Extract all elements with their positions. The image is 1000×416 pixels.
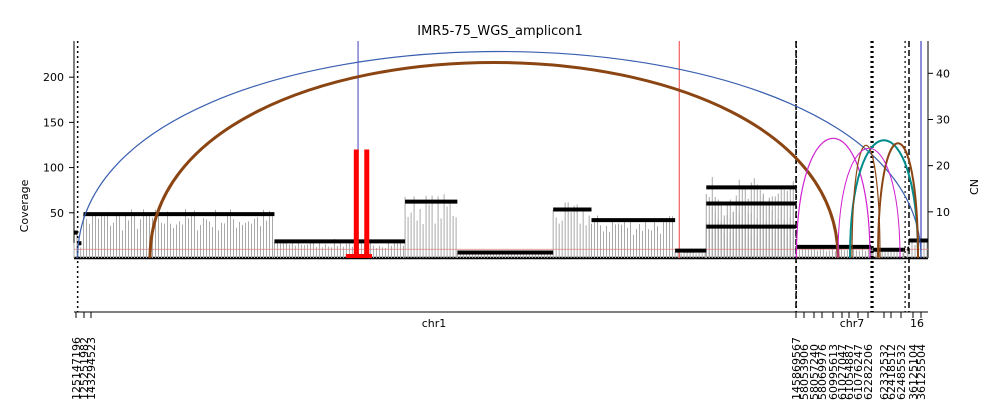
x-tick-label: 145869567 [790, 337, 803, 400]
x-tick-label: 58057240 [808, 344, 821, 400]
x-tick-label: 62485532 [895, 344, 908, 400]
x-tick-label: 58053906 [798, 344, 811, 400]
left-tick-label: 50 [50, 207, 64, 220]
left-tick-label: 150 [43, 116, 64, 129]
chromosome-label: 16 [910, 317, 924, 330]
chromosome-label: chr7 [840, 317, 865, 330]
x-tick-label: 125147196 [70, 337, 83, 400]
x-tick-label: 143294523 [85, 337, 98, 400]
x-tick-label: 125251982 [78, 337, 91, 400]
chart-title: IMR5-75_WGS_amplicon1 [417, 24, 582, 39]
left-tick-label: 100 [43, 162, 64, 175]
x-tick-label: 36125504 [915, 344, 928, 400]
left-y-ticks: 50 100 150 200 [43, 71, 74, 220]
x-tick-label: 62282206 [862, 344, 875, 400]
x-tick-label: 62332532 [878, 344, 891, 400]
right-tick-label: 20 [936, 160, 950, 173]
x-tick-label: 61027047 [836, 344, 849, 400]
x-tick-label: 60995613 [827, 344, 840, 400]
right-tick-label: 30 [936, 113, 950, 126]
right-tick-label: 10 [936, 206, 950, 219]
x-tick-label: 58069976 [816, 344, 829, 400]
cn-segments [74, 185, 928, 255]
x-tick-label: 61076247 [852, 344, 865, 400]
breakpoint-arc [77, 50, 922, 259]
chromosome-label: chr1 [422, 317, 447, 330]
breakpoint-arc [877, 142, 919, 259]
y-axis-label-right: CN [968, 179, 981, 195]
breakpoint-lines [76, 41, 922, 312]
left-tick-label: 200 [43, 71, 64, 84]
x-tick-label: 36125104 [907, 344, 920, 400]
chromosome-labels: chr1 chr7 16 [422, 317, 924, 330]
x-tick-label: 61054887 [843, 344, 856, 400]
right-tick-label: 40 [936, 67, 950, 80]
breakpoint-arc [851, 144, 881, 259]
y-axis-label-left: Coverage [18, 179, 31, 232]
red-spikes [345, 149, 372, 258]
breakpoint-arc [837, 148, 901, 259]
breakpoint-arc [795, 137, 871, 259]
right-y-ticks: 10 20 30 40 [928, 67, 950, 219]
x-tick-label: 62418512 [885, 344, 898, 400]
breakpoint-arcs [77, 50, 922, 259]
breakpoint-arc [148, 61, 840, 259]
